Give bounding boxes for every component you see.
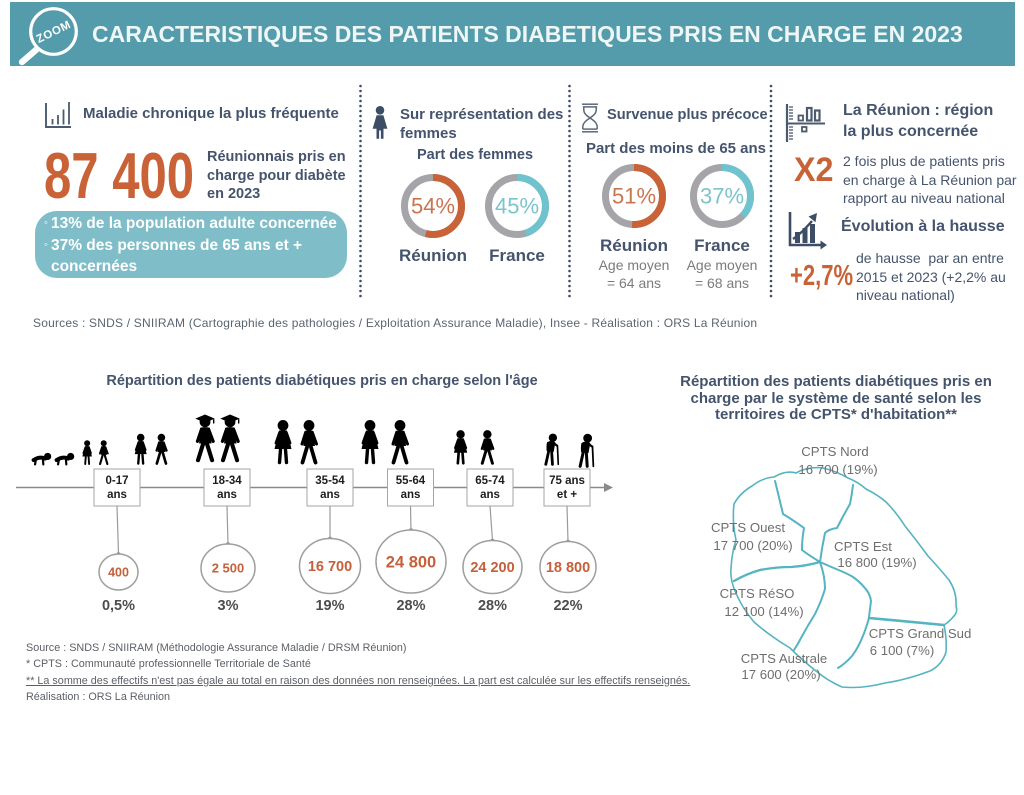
svg-text:ans: ans (107, 489, 127, 501)
svg-text:16 700: 16 700 (308, 559, 352, 575)
svg-text:16 800 (19%): 16 800 (19%) (837, 555, 916, 570)
svg-text:54%: 54% (411, 194, 455, 219)
svg-text:24 200: 24 200 (470, 560, 514, 576)
svg-text:ans: ans (320, 489, 340, 501)
svg-text:ans: ans (480, 489, 500, 501)
svg-text:35-54: 35-54 (315, 475, 345, 487)
svg-text:55-64: 55-64 (396, 475, 426, 487)
svg-text:18-34: 18-34 (212, 475, 242, 487)
svg-text:ans: ans (401, 489, 421, 501)
svg-text:400: 400 (108, 566, 129, 580)
svg-text:2 500: 2 500 (212, 561, 245, 576)
svg-text:ZOOM: ZOOM (35, 19, 73, 46)
svg-text:6 100 (7%): 6 100 (7%) (870, 643, 935, 658)
svg-text:45%: 45% (495, 194, 539, 219)
svg-text:28%: 28% (396, 598, 425, 614)
svg-text:CPTS Ouest: CPTS Ouest (711, 520, 785, 535)
svg-text:65-74: 65-74 (475, 475, 505, 487)
svg-text:28%: 28% (478, 598, 507, 614)
svg-text:3%: 3% (218, 598, 239, 614)
svg-text:37%: 37% (700, 184, 744, 209)
svg-text:22%: 22% (553, 598, 582, 614)
svg-text:75 ans: 75 ans (549, 475, 585, 487)
svg-text:CPTS Nord: CPTS Nord (801, 444, 868, 459)
svg-text:12 100 (14%): 12 100 (14%) (724, 604, 803, 619)
svg-text:CPTS Australe: CPTS Australe (741, 651, 827, 666)
svg-text:CPTS Grand Sud: CPTS Grand Sud (869, 626, 972, 641)
svg-text:19%: 19% (315, 598, 344, 614)
svg-text:16 700 (19%): 16 700 (19%) (798, 462, 877, 477)
svg-text:51%: 51% (612, 184, 656, 209)
svg-text:CPTS Est: CPTS Est (834, 539, 892, 554)
svg-text:0-17: 0-17 (105, 475, 128, 487)
svg-text:et +: et + (557, 489, 577, 501)
svg-text:17 700 (20%): 17 700 (20%) (713, 538, 792, 553)
svg-text:24 800: 24 800 (386, 554, 436, 572)
svg-text:CPTS RéSO: CPTS RéSO (720, 586, 795, 601)
svg-text:18 800: 18 800 (546, 560, 590, 576)
svg-text:ans: ans (217, 489, 237, 501)
svg-text:17 600 (20%): 17 600 (20%) (741, 667, 820, 682)
svg-text:0,5%: 0,5% (102, 598, 135, 614)
